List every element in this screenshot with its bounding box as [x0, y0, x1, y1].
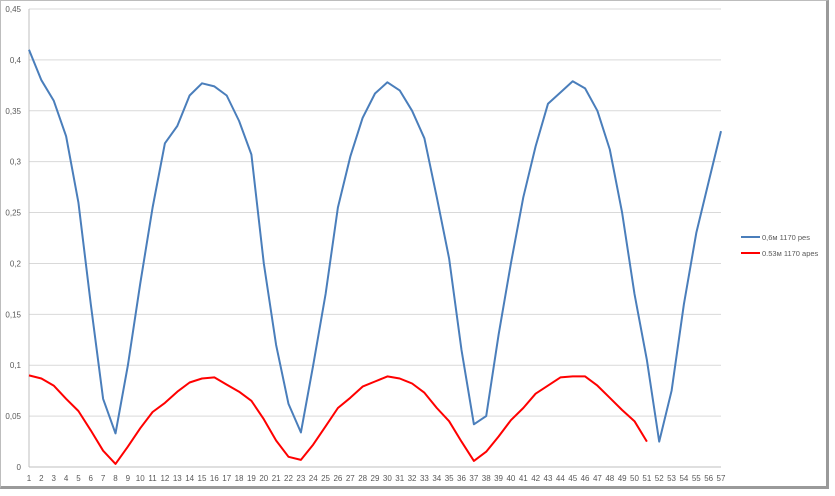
y-tick-label: 0,35	[5, 107, 21, 116]
x-tick-label: 32	[408, 474, 417, 483]
x-tick-label: 3	[51, 474, 56, 483]
x-tick-label: 42	[531, 474, 540, 483]
x-tick-label: 24	[309, 474, 318, 483]
x-tick-label: 11	[148, 474, 157, 483]
legend: 0,6м 1170 pes 0.53м 1170 apes	[741, 233, 819, 258]
x-tick-label: 17	[222, 474, 231, 483]
x-tick-label: 48	[605, 474, 614, 483]
x-tick-label: 46	[581, 474, 590, 483]
x-tick-label: 57	[717, 474, 726, 483]
x-tick-label: 51	[642, 474, 651, 483]
x-tick-label: 54	[679, 474, 688, 483]
x-tick-label: 12	[160, 474, 169, 483]
x-tick-label: 6	[89, 474, 94, 483]
series-line-1	[28, 49, 722, 443]
x-axis-ticks: 1 2 3 4 5 6 7 8 9 10 11 12 13 14 15 16 17 18 19 20 21 22 23 24 2…	[27, 474, 726, 483]
x-tick-label: 40	[506, 474, 515, 483]
y-tick-label: 0,25	[5, 209, 21, 218]
series-lines	[28, 49, 722, 465]
x-tick-label: 34	[432, 474, 441, 483]
x-tick-label: 35	[445, 474, 454, 483]
y-tick-label: 0,05	[5, 412, 21, 421]
series-line-2	[28, 374, 648, 465]
x-tick-label: 7	[101, 474, 106, 483]
x-tick-label: 56	[704, 474, 713, 483]
x-tick-label: 4	[64, 474, 69, 483]
x-tick-label: 39	[494, 474, 503, 483]
x-tick-label: 16	[210, 474, 219, 483]
x-tick-label: 55	[692, 474, 701, 483]
x-tick-label: 8	[113, 474, 118, 483]
x-tick-label: 26	[333, 474, 342, 483]
x-tick-label: 43	[544, 474, 553, 483]
y-axis-ticks: 0 0,05 0,1 0,15 0,2 0,25 0,3 0,35 0,4 0,45	[5, 5, 21, 472]
y-tick-label: 0,4	[10, 56, 22, 65]
x-tick-label: 37	[469, 474, 478, 483]
x-tick-label: 9	[126, 474, 131, 483]
x-tick-label: 52	[655, 474, 664, 483]
x-tick-label: 23	[296, 474, 305, 483]
x-tick-label: 19	[247, 474, 256, 483]
x-tick-label: 53	[667, 474, 676, 483]
x-tick-label: 38	[482, 474, 491, 483]
x-tick-label: 22	[284, 474, 293, 483]
y-tick-label: 0,3	[10, 158, 22, 167]
x-tick-label: 50	[630, 474, 639, 483]
x-tick-label: 27	[346, 474, 355, 483]
x-tick-label: 41	[519, 474, 528, 483]
y-tick-label: 0,2	[10, 259, 22, 268]
x-tick-label: 10	[136, 474, 145, 483]
x-tick-label: 18	[235, 474, 244, 483]
x-tick-label: 28	[358, 474, 367, 483]
x-tick-label: 30	[383, 474, 392, 483]
legend-label-series-1: 0,6м 1170 pes	[762, 233, 810, 242]
x-tick-label: 49	[618, 474, 627, 483]
x-tick-label: 15	[198, 474, 207, 483]
x-tick-label: 29	[371, 474, 380, 483]
x-tick-label: 47	[593, 474, 602, 483]
y-tick-label: 0,1	[10, 361, 22, 370]
x-tick-label: 33	[420, 474, 429, 483]
x-tick-label: 45	[568, 474, 577, 483]
x-tick-label: 20	[259, 474, 268, 483]
y-tick-label: 0,15	[5, 310, 21, 319]
x-tick-label: 25	[321, 474, 330, 483]
y-tick-label: 0	[17, 463, 22, 472]
x-tick-label: 13	[173, 474, 182, 483]
x-tick-label: 44	[556, 474, 565, 483]
x-tick-label: 31	[395, 474, 404, 483]
legend-label-series-2: 0.53м 1170 apes	[762, 249, 819, 258]
x-tick-label: 2	[39, 474, 44, 483]
x-tick-label: 14	[185, 474, 194, 483]
x-tick-label: 5	[76, 474, 81, 483]
chart-frame	[0, 0, 829, 489]
y-tick-label: 0,45	[5, 5, 21, 14]
x-tick-label: 1	[27, 474, 32, 483]
x-tick-label: 36	[457, 474, 466, 483]
x-tick-label: 21	[272, 474, 281, 483]
gridlines	[28, 8, 721, 468]
